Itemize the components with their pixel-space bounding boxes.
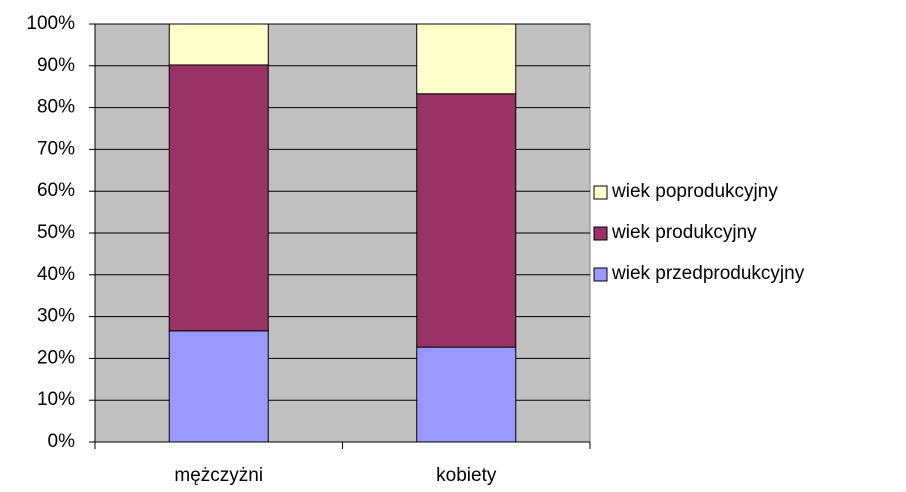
- y-tick-label: 80%: [37, 97, 75, 118]
- y-tick-label: 20%: [37, 347, 75, 368]
- y-tick-label: 10%: [37, 389, 75, 410]
- bar-segment: [416, 23, 517, 95]
- y-tick-label: 100%: [26, 13, 75, 34]
- bar-segment: [168, 64, 269, 332]
- bar-segment: [168, 23, 269, 66]
- legend-label: wiek przedprodukcyjny: [611, 263, 805, 284]
- bar-segment: [416, 93, 517, 348]
- y-tick-label: 70%: [37, 138, 75, 159]
- y-tick-label: 30%: [37, 306, 75, 327]
- y-tick-label: 0%: [48, 431, 76, 452]
- bar-segment: [168, 330, 269, 443]
- legend-swatch: [593, 226, 608, 241]
- x-tick-label: kobiety: [436, 465, 497, 486]
- legend-swatch: [593, 185, 608, 200]
- bar-segment: [416, 346, 517, 443]
- legend-label: wiek produkcyjny: [611, 222, 757, 243]
- y-tick-label: 60%: [37, 180, 75, 201]
- y-tick-label: 50%: [37, 222, 75, 243]
- x-tick-label: mężczyżni: [174, 465, 263, 486]
- y-tick-label: 90%: [37, 55, 75, 76]
- y-tick-label: 40%: [37, 264, 75, 285]
- legend-label: wiek poprodukcyjny: [611, 181, 778, 202]
- legend-swatch: [593, 267, 608, 282]
